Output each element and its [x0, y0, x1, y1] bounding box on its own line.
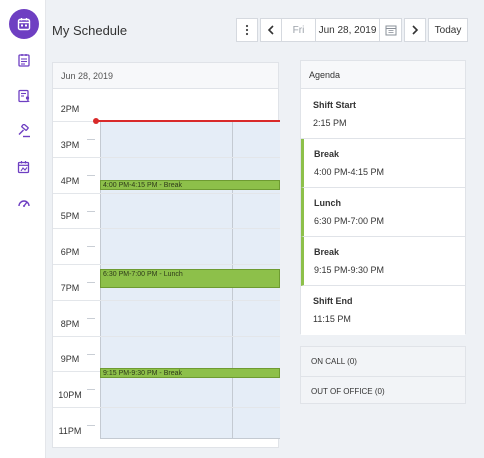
calendar-event[interactable]: 4:00 PM-4:15 PM - Break: [100, 180, 280, 190]
agenda-item-title: Lunch: [314, 198, 341, 208]
agenda-item-time: 6:30 PM-7:00 PM: [314, 216, 385, 226]
hour-label: 7PM: [60, 283, 80, 293]
sidebar-item-requests[interactable]: [10, 117, 38, 145]
calendar-event[interactable]: 6:30 PM-7:00 PM - Lunch: [100, 269, 280, 288]
current-time-line: [94, 120, 280, 122]
next-day-button[interactable]: [404, 18, 426, 42]
half-hour-tick: [87, 389, 95, 390]
hour-line: [53, 264, 280, 265]
agenda-item[interactable]: Shift End 11:15 PM: [301, 286, 465, 335]
half-hour-tick: [87, 175, 95, 176]
agenda-panel: Agenda Shift Start 2:15 PM Break 4:00 PM…: [300, 60, 466, 335]
calendar-user-icon: [17, 161, 30, 174]
out-of-office-row[interactable]: OUT OF OFFICE (0): [301, 376, 465, 404]
on-call-row[interactable]: ON CALL (0): [311, 357, 357, 366]
gavel-icon: [18, 124, 30, 138]
day-calendar: Jun 28, 2019 2PM 3PM 4PM 5PM 6PM 7PM 8PM…: [52, 62, 280, 448]
hour-line: [53, 300, 280, 301]
hour-line: [53, 407, 280, 408]
date-field[interactable]: Jun 28, 2019: [316, 18, 380, 42]
hour-label: 10PM: [58, 390, 82, 400]
sidebar-item-availability[interactable]: [10, 153, 38, 181]
hour-label: 8PM: [60, 319, 80, 329]
sidebar-item-schedule[interactable]: [9, 9, 39, 39]
chevron-left-icon: [267, 25, 274, 35]
half-hour-tick: [87, 246, 95, 247]
agenda-item-time: 4:00 PM-4:15 PM: [314, 167, 385, 177]
agenda-item[interactable]: Shift Start 2:15 PM: [301, 90, 465, 139]
agenda-header: Agenda: [301, 61, 465, 89]
agenda-item-time: 11:15 PM: [313, 314, 351, 324]
hour-label: 9PM: [60, 354, 80, 364]
half-hour-tick: [87, 318, 95, 319]
agenda-item[interactable]: Break 9:15 PM-9:30 PM: [301, 237, 465, 286]
agenda-item-time: 9:15 PM-9:30 PM: [314, 265, 385, 275]
contacts-icon: [18, 89, 30, 103]
more-options-button[interactable]: [236, 18, 258, 42]
previous-day-button[interactable]: [260, 18, 282, 42]
hour-label: 6PM: [60, 247, 80, 257]
current-time-marker: [93, 118, 99, 124]
sidebar-item-performance[interactable]: [10, 189, 38, 217]
half-hour-tick: [87, 211, 95, 212]
page-title: My Schedule: [52, 23, 128, 38]
half-hour-tick: [87, 139, 95, 140]
agenda-item-title: Shift End: [313, 296, 353, 306]
status-panel: ON CALL (0) OUT OF OFFICE (0): [300, 346, 466, 404]
agenda-item-title: Shift Start: [313, 100, 357, 110]
main-content: My Schedule Fri Jun 28, 2019 Today Jun 2…: [46, 0, 484, 458]
hour-line: [53, 228, 280, 229]
calendar-icon: [385, 25, 396, 36]
chevron-right-icon: [412, 25, 419, 35]
hour-label: 4PM: [60, 176, 80, 186]
hour-line: [53, 157, 280, 158]
more-vertical-icon: [245, 24, 249, 36]
half-hour-tick: [87, 282, 95, 283]
dashboard-icon: [18, 200, 30, 207]
sidebar-item-contacts[interactable]: [10, 82, 38, 110]
today-button[interactable]: Today: [428, 18, 468, 42]
hour-label: 2PM: [60, 104, 80, 114]
calendar-event[interactable]: 9:15 PM-9:30 PM - Break: [100, 368, 280, 378]
hour-line: [53, 336, 280, 337]
agenda-item-title: Break: [314, 247, 340, 257]
hour-label: 5PM: [60, 211, 80, 221]
agenda-item[interactable]: Lunch 6:30 PM-7:00 PM: [301, 188, 465, 237]
day-of-week: Fri: [282, 18, 316, 42]
date-picker-button[interactable]: [380, 18, 402, 42]
half-hour-tick: [87, 354, 95, 355]
agenda-item[interactable]: Break 4:00 PM-4:15 PM: [301, 139, 465, 188]
agenda-item-title: Break: [314, 149, 340, 159]
agenda-item-time: 2:15 PM: [313, 118, 347, 128]
hour-label: 11PM: [58, 426, 82, 436]
calendar-date-header: Jun 28, 2019: [53, 63, 278, 89]
hour-line: [53, 193, 280, 194]
sidebar-item-tasks[interactable]: [10, 46, 38, 74]
checklist-icon: [18, 54, 30, 67]
calendar-icon: [17, 18, 31, 31]
sidebar: [0, 0, 46, 458]
half-hour-tick: [87, 425, 95, 426]
hour-label: 3PM: [60, 140, 80, 150]
